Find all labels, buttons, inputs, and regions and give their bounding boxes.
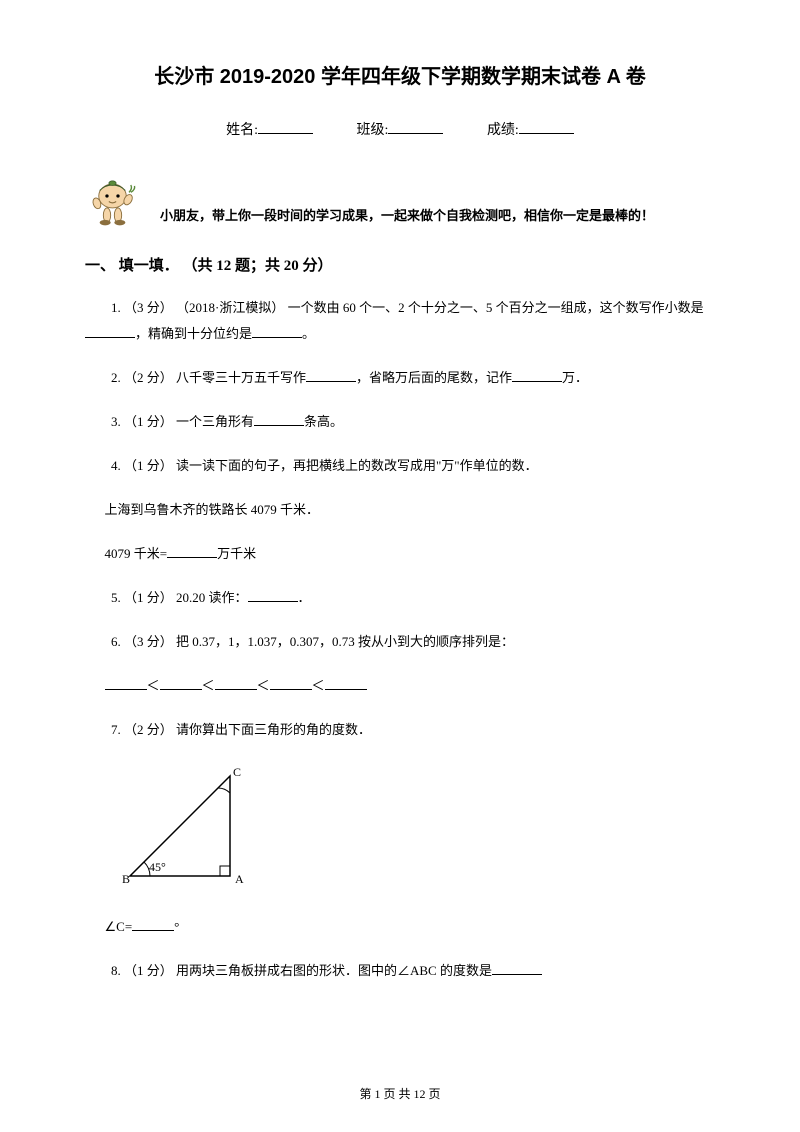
q4-blank	[167, 557, 217, 558]
q4-line1: 上海到乌鲁木齐的铁路长 4079 千米．	[85, 497, 715, 523]
q6-lt-2: ＜	[202, 678, 215, 693]
q4-line2-prefix: 4079 千米=	[105, 546, 168, 561]
question-4: 4. （1 分） 读一读下面的句子，再把横线上的数改写成用"万"作单位的数．	[85, 453, 715, 479]
page-footer: 第 1 页 共 12 页	[0, 1085, 800, 1102]
q1-suffix: 。	[302, 326, 315, 341]
q1-blank-2	[252, 337, 302, 338]
q6-answer-line: ＜ ＜ ＜ ＜	[85, 673, 715, 699]
svg-text:B: B	[122, 872, 130, 886]
name-blank	[258, 133, 313, 134]
score-blank	[519, 133, 574, 134]
svg-text:C: C	[233, 765, 241, 779]
svg-text:A: A	[235, 872, 244, 886]
student-info-line: 姓名: 班级: 成绩:	[85, 119, 715, 139]
q7-triangle-figure: B A C 45°	[115, 761, 715, 896]
q1-text-prefix: 1. （3 分） （2018·浙江模拟） 一个数由 60 个一、2 个十分之一、…	[111, 300, 704, 315]
exam-title: 长沙市 2019-2020 学年四年级下学期数学期末试卷 A 卷	[85, 60, 715, 89]
q2-blank-1	[306, 381, 356, 382]
question-1: 1. （3 分） （2018·浙江模拟） 一个数由 60 个一、2 个十分之一、…	[85, 295, 715, 347]
q4-line2: 4079 千米= 万千米	[85, 541, 715, 567]
q5-suffix: ．	[298, 590, 311, 605]
question-5: 5. （1 分） 20.20 读作： ．	[85, 585, 715, 611]
q6-blank-2	[160, 689, 202, 690]
question-8: 8. （1 分） 用两块三角板拼成右图的形状．图中的∠ABC 的度数是	[85, 958, 715, 984]
q3-blank	[254, 425, 304, 426]
section-1-title: 一、 填一填． （共 12 题；共 20 分）	[85, 254, 715, 275]
q2-text-mid: ，省略万后面的尾数，记作	[356, 370, 512, 385]
q7-answer-line: ∠C= °	[85, 914, 715, 940]
svg-text:45°: 45°	[149, 860, 166, 874]
q6-lt-1: ＜	[147, 678, 160, 693]
q2-text-prefix: 2. （2 分） 八千零三十万五千写作	[111, 370, 306, 385]
q8-blank	[492, 974, 542, 975]
score-label: 成绩:	[487, 119, 519, 139]
q6-blank-4	[270, 689, 312, 690]
q1-blank-1	[85, 337, 135, 338]
q4-line2-suffix: 万千米	[217, 546, 256, 561]
q6-blank-5	[325, 689, 367, 690]
q6-blank-3	[215, 689, 257, 690]
q7-answer-suffix: °	[174, 919, 179, 934]
question-2: 2. （2 分） 八千零三十万五千写作 ，省略万后面的尾数，记作 万．	[85, 365, 715, 391]
q7-blank	[132, 930, 174, 931]
class-label: 班级:	[357, 119, 389, 139]
q1-text-mid: ，精确到十分位约是	[135, 326, 252, 341]
question-3: 3. （1 分） 一个三角形有 条高。	[85, 409, 715, 435]
q6-lt-4: ＜	[312, 678, 325, 693]
q3-suffix: 条高。	[304, 414, 343, 429]
q5-blank	[248, 601, 298, 602]
q6-blank-1	[105, 689, 147, 690]
q3-text-prefix: 3. （1 分） 一个三角形有	[111, 414, 254, 429]
name-label: 姓名:	[226, 119, 258, 139]
q8-text-prefix: 8. （1 分） 用两块三角板拼成右图的形状．图中的∠ABC 的度数是	[111, 963, 492, 978]
q2-blank-2	[512, 381, 562, 382]
greeting-text: 小朋友，带上你一段时间的学习成果，一起来做个自我检测吧，相信你一定是最棒的！	[160, 205, 654, 229]
class-blank	[388, 133, 443, 134]
q2-suffix: 万．	[562, 370, 588, 385]
q6-lt-3: ＜	[257, 678, 270, 693]
q5-text-prefix: 5. （1 分） 20.20 读作：	[111, 590, 248, 605]
q7-answer-prefix: ∠C=	[105, 919, 133, 934]
question-6: 6. （3 分） 把 0.37，1，1.037，0.307，0.73 按从小到大…	[85, 629, 715, 655]
mascot-icon	[85, 174, 140, 229]
question-7: 7. （2 分） 请你算出下面三角形的角的度数．	[85, 717, 715, 743]
